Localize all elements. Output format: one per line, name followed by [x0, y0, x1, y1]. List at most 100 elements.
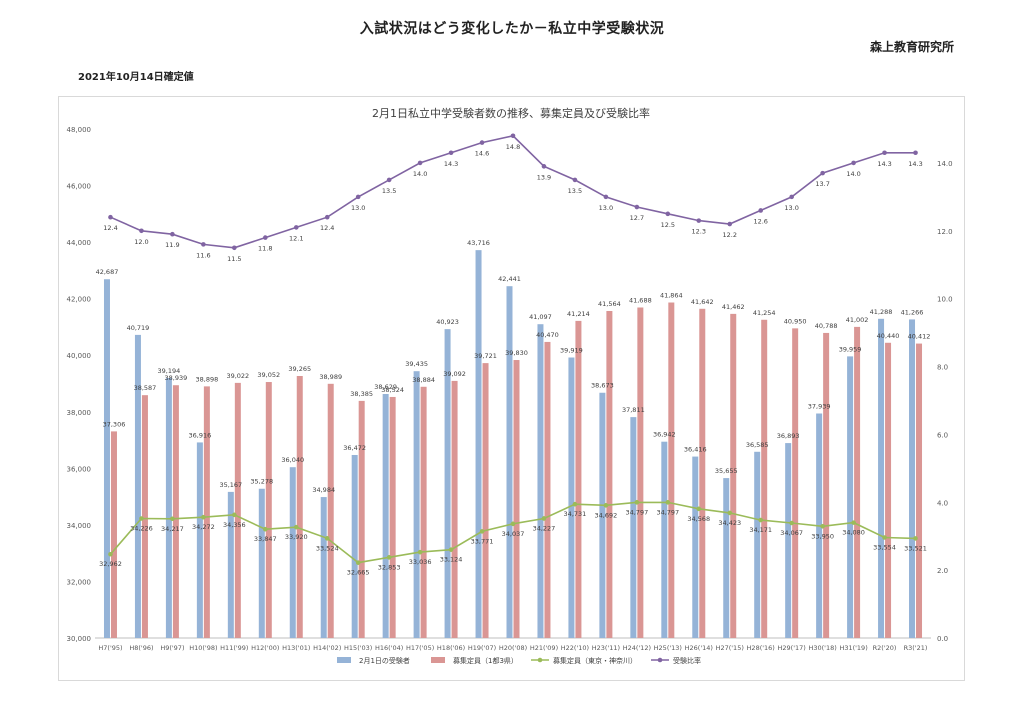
label-examinees: 42,687 [96, 268, 119, 276]
label-ratio: 11.5 [227, 255, 241, 263]
bar-capacity [792, 328, 799, 638]
label-examinees: 40,719 [127, 324, 150, 332]
label-ratio: 13.9 [537, 173, 551, 181]
label-ratio: 14.3 [877, 160, 891, 168]
label-ratio: 12.4 [103, 224, 117, 232]
label-capacity: 39,830 [505, 349, 528, 357]
label-capacity-tokyo: 34,067 [780, 529, 803, 537]
label-capacity: 41,564 [598, 300, 621, 308]
y-left-tick-label: 48,000 [67, 126, 92, 134]
legend-label: 2月1日の受験者 [359, 656, 410, 665]
label-examinees: 35,278 [250, 478, 273, 486]
bar-capacity [482, 363, 489, 638]
point-capacity-tokyo [696, 506, 702, 512]
point-ratio [170, 231, 175, 237]
bar-examinees [692, 456, 699, 638]
label-capacity-tokyo: 32,962 [99, 560, 122, 568]
label-examinees: 36,942 [653, 431, 676, 439]
bar-capacity [854, 326, 861, 638]
y-left-tick-label: 46,000 [67, 183, 92, 191]
bar-examinees [103, 279, 110, 638]
label-ratio: 14.8 [506, 143, 520, 151]
label-capacity-tokyo: 34,423 [718, 519, 741, 527]
bar-examinees [475, 250, 482, 638]
bar-capacity [141, 395, 148, 638]
label-capacity: 41,688 [629, 296, 652, 304]
x-tick-label: H27('15) [716, 644, 744, 652]
label-capacity: 39,052 [257, 371, 280, 379]
x-tick-label: H7('95) [98, 644, 122, 652]
x-tick-label: H8('96) [129, 644, 153, 652]
x-tick-label: H17('05) [406, 644, 434, 652]
point-capacity-tokyo [665, 500, 671, 505]
point-ratio [232, 245, 237, 251]
bar-capacity [699, 308, 706, 638]
bar-capacity [451, 380, 458, 638]
y-right-tick-label: 10.0 [937, 296, 953, 304]
point-capacity-tokyo [820, 524, 825, 529]
point-ratio [324, 214, 330, 220]
label-capacity: 38,884 [412, 376, 435, 384]
label-examinees: 41,266 [901, 308, 924, 316]
legend-label: 募集定員（東京・神奈川） [553, 656, 637, 665]
label-capacity-tokyo: 33,524 [316, 544, 339, 552]
label-examinees: 36,472 [343, 444, 366, 452]
label-examinees: 35,655 [715, 467, 738, 475]
legend-swatch-marker [657, 657, 663, 663]
legend-label: 募集定員（1都3県） [453, 656, 518, 665]
label-ratio: 14.3 [908, 160, 922, 168]
point-ratio [727, 221, 733, 227]
x-tick-label: H11('99) [220, 644, 248, 652]
label-capacity: 39,022 [226, 372, 249, 380]
label-ratio: 14.0 [846, 170, 860, 178]
label-ratio: 14.3 [444, 160, 458, 168]
point-capacity-tokyo [603, 503, 609, 508]
point-ratio [572, 177, 578, 183]
point-ratio [355, 194, 361, 200]
label-examinees: 39,959 [839, 345, 862, 353]
lines-layer [108, 133, 918, 565]
y-left-tick-label: 36,000 [67, 465, 92, 473]
legend-swatch [431, 657, 445, 663]
point-capacity-tokyo [232, 512, 237, 518]
label-ratio: 12.6 [753, 217, 767, 225]
point-capacity-tokyo [541, 516, 547, 521]
label-capacity: 41,214 [567, 310, 590, 318]
bar-capacity [265, 382, 272, 638]
bar-capacity [823, 332, 830, 638]
label-examinees: 36,585 [746, 441, 769, 449]
y-right-tick-label: 8.0 [937, 364, 948, 372]
label-capacity: 41,462 [722, 303, 745, 311]
label-ratio: 12.7 [630, 214, 644, 222]
x-tick-label: H20('08) [499, 644, 527, 652]
x-tick-label: H26('14) [685, 644, 713, 652]
chart-frame: 2月1日私立中学受験者数の推移、募集定員及び受験比率 30,000 32,000 3… [58, 96, 965, 681]
point-capacity-tokyo [479, 529, 485, 534]
label-capacity: 38,385 [350, 390, 373, 398]
label-capacity-tokyo: 33,771 [471, 537, 494, 545]
x-tick-label: H12('00) [251, 644, 279, 652]
label-examinees: 39,194 [158, 367, 181, 375]
label-examinees: 36,916 [188, 431, 211, 439]
bar-examinees [568, 357, 575, 638]
x-tick-label: H30('18) [808, 644, 836, 652]
legend-swatch [337, 657, 351, 663]
bars-layer [103, 250, 923, 638]
point-capacity-tokyo [510, 521, 516, 527]
label-examinees: 39,919 [560, 347, 583, 355]
x-tick-label: H18('06) [437, 644, 465, 652]
label-examinees: 39,435 [405, 360, 428, 368]
bar-capacity [544, 341, 551, 638]
point-ratio [262, 235, 268, 240]
bar-examinees [878, 318, 885, 638]
label-capacity-tokyo: 33,036 [409, 558, 432, 566]
label-capacity: 40,950 [784, 317, 807, 325]
bar-examinees [785, 443, 792, 638]
label-examinees: 36,040 [281, 456, 304, 464]
point-ratio [603, 194, 609, 200]
bar-examinees [382, 393, 389, 638]
point-capacity-tokyo [572, 501, 578, 507]
x-tick-label: H29('17) [778, 644, 806, 652]
legend: 2月1日の受験者 募集定員（1都3県） 募集定員（東京・神奈川） 受験比率 [337, 656, 701, 665]
point-ratio [851, 160, 856, 166]
